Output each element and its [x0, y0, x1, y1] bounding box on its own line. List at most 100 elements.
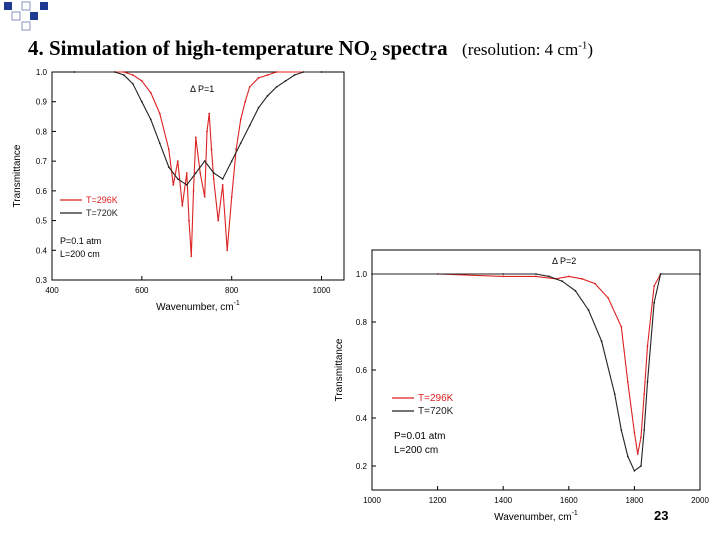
plot-frame	[51, 71, 345, 281]
x-axis-label: Wavenumber, cm-1	[494, 510, 578, 523]
data-point	[123, 74, 125, 76]
data-point	[502, 275, 505, 278]
y-tick-label: 0.3	[36, 276, 48, 285]
bullet-square-2	[21, 1, 31, 11]
data-point	[235, 148, 238, 151]
data-point	[548, 275, 550, 278]
data-point	[239, 118, 242, 121]
data-point	[158, 112, 161, 115]
title-bullets-decoration	[4, 1, 48, 31]
data-point	[284, 80, 287, 82]
data-point	[607, 297, 610, 299]
data-point	[613, 393, 616, 395]
x-axis-label: Wavenumber, cm-1	[156, 300, 240, 313]
data-point	[620, 429, 623, 431]
x-tick-label: 1600	[560, 496, 578, 505]
data-point	[266, 74, 269, 76]
data-point	[210, 148, 213, 151]
chart-delta-p2: 1000 1200 1400 1600 1800 2000 0.2 0.4 0.6 0.8 1.0 W…	[334, 249, 709, 523]
title-subscript: 2	[370, 49, 378, 65]
resolution-superscript: -1	[578, 39, 588, 52]
bullet-square-5	[30, 12, 38, 20]
bullet-square-3	[40, 2, 48, 10]
x-tick-label: 1000	[363, 496, 381, 505]
data-point	[149, 91, 152, 94]
data-point	[502, 273, 505, 275]
data-point	[192, 190, 195, 192]
data-point	[230, 195, 233, 198]
legend-entry: T=296K	[86, 195, 118, 205]
data-point	[640, 436, 642, 439]
data-point	[230, 160, 233, 162]
data-point	[167, 166, 170, 168]
data-point	[266, 94, 269, 97]
data-point	[158, 142, 161, 145]
y-tick-label: 0.6	[356, 366, 368, 375]
data-point	[176, 178, 179, 180]
data-point	[221, 184, 224, 186]
data-point	[275, 71, 278, 73]
y-tick-label: 1.0	[36, 68, 48, 77]
data-point	[132, 74, 134, 76]
data-point	[194, 136, 197, 139]
y-tick-label: 0.2	[356, 462, 368, 471]
data-point	[535, 275, 537, 278]
data-point	[140, 80, 143, 82]
page-number: 23	[654, 508, 669, 523]
data-point	[594, 282, 596, 285]
data-point	[640, 465, 642, 467]
data-point	[248, 124, 251, 127]
data-point	[181, 204, 184, 207]
data-point	[167, 148, 170, 151]
data-point	[217, 219, 220, 222]
data-point	[646, 381, 649, 383]
x-tick-label: 1000	[313, 286, 331, 295]
series-line-t720k	[74, 71, 322, 186]
bullet-square-6	[21, 21, 31, 31]
data-point	[535, 273, 537, 275]
data-point	[206, 130, 208, 133]
data-point	[114, 71, 116, 73]
data-point	[149, 118, 152, 121]
data-point	[371, 273, 373, 275]
data-point	[699, 273, 701, 275]
annotation-label: Δ P=2	[552, 256, 576, 266]
chart-delta-p1: 400 600 800 1000 0.3 0.4 0.5 0.6 0.7 0.8 0.9 1.0 Wav…	[12, 68, 345, 313]
data-point	[190, 255, 193, 258]
data-point	[132, 83, 134, 85]
data-point	[567, 275, 570, 278]
y-tick-label: 0.7	[36, 157, 48, 166]
data-point	[203, 195, 206, 198]
x-tick-label: 1400	[494, 496, 512, 505]
y-tick-label: 0.6	[36, 187, 48, 196]
resolution-note: (resolution: 4 cm-1)	[462, 39, 594, 59]
data-point	[257, 77, 260, 79]
data-point	[199, 172, 202, 174]
data-point	[633, 431, 636, 434]
y-axis-label: Transmittance	[12, 144, 23, 207]
data-point	[636, 453, 639, 455]
data-point	[226, 249, 229, 252]
y-tick-label: 0.8	[36, 127, 48, 136]
x-tick-label: 600	[135, 286, 149, 295]
y-tick-label: 0.5	[36, 217, 48, 226]
y-tick-label: 1.0	[356, 270, 368, 279]
data-point	[275, 86, 278, 88]
data-point	[561, 280, 564, 283]
condition-text: L=200 cm	[394, 445, 438, 456]
data-point	[646, 345, 649, 347]
data-point	[185, 172, 188, 174]
y-axis-label: Transmittance	[334, 338, 345, 401]
data-point	[188, 219, 190, 222]
x-axis-label-superscript: -1	[234, 300, 240, 307]
data-point	[302, 71, 305, 73]
series-line-t720k	[372, 273, 700, 472]
data-point	[221, 178, 224, 180]
data-point	[248, 86, 251, 88]
data-point	[176, 160, 179, 162]
x-axis-label-superscript: -1	[572, 510, 578, 517]
condition-text: P=0.1 atm	[60, 236, 101, 246]
y-tick-label: 0.9	[36, 98, 48, 107]
data-point	[653, 301, 655, 304]
x-tick-label: 800	[225, 286, 239, 295]
